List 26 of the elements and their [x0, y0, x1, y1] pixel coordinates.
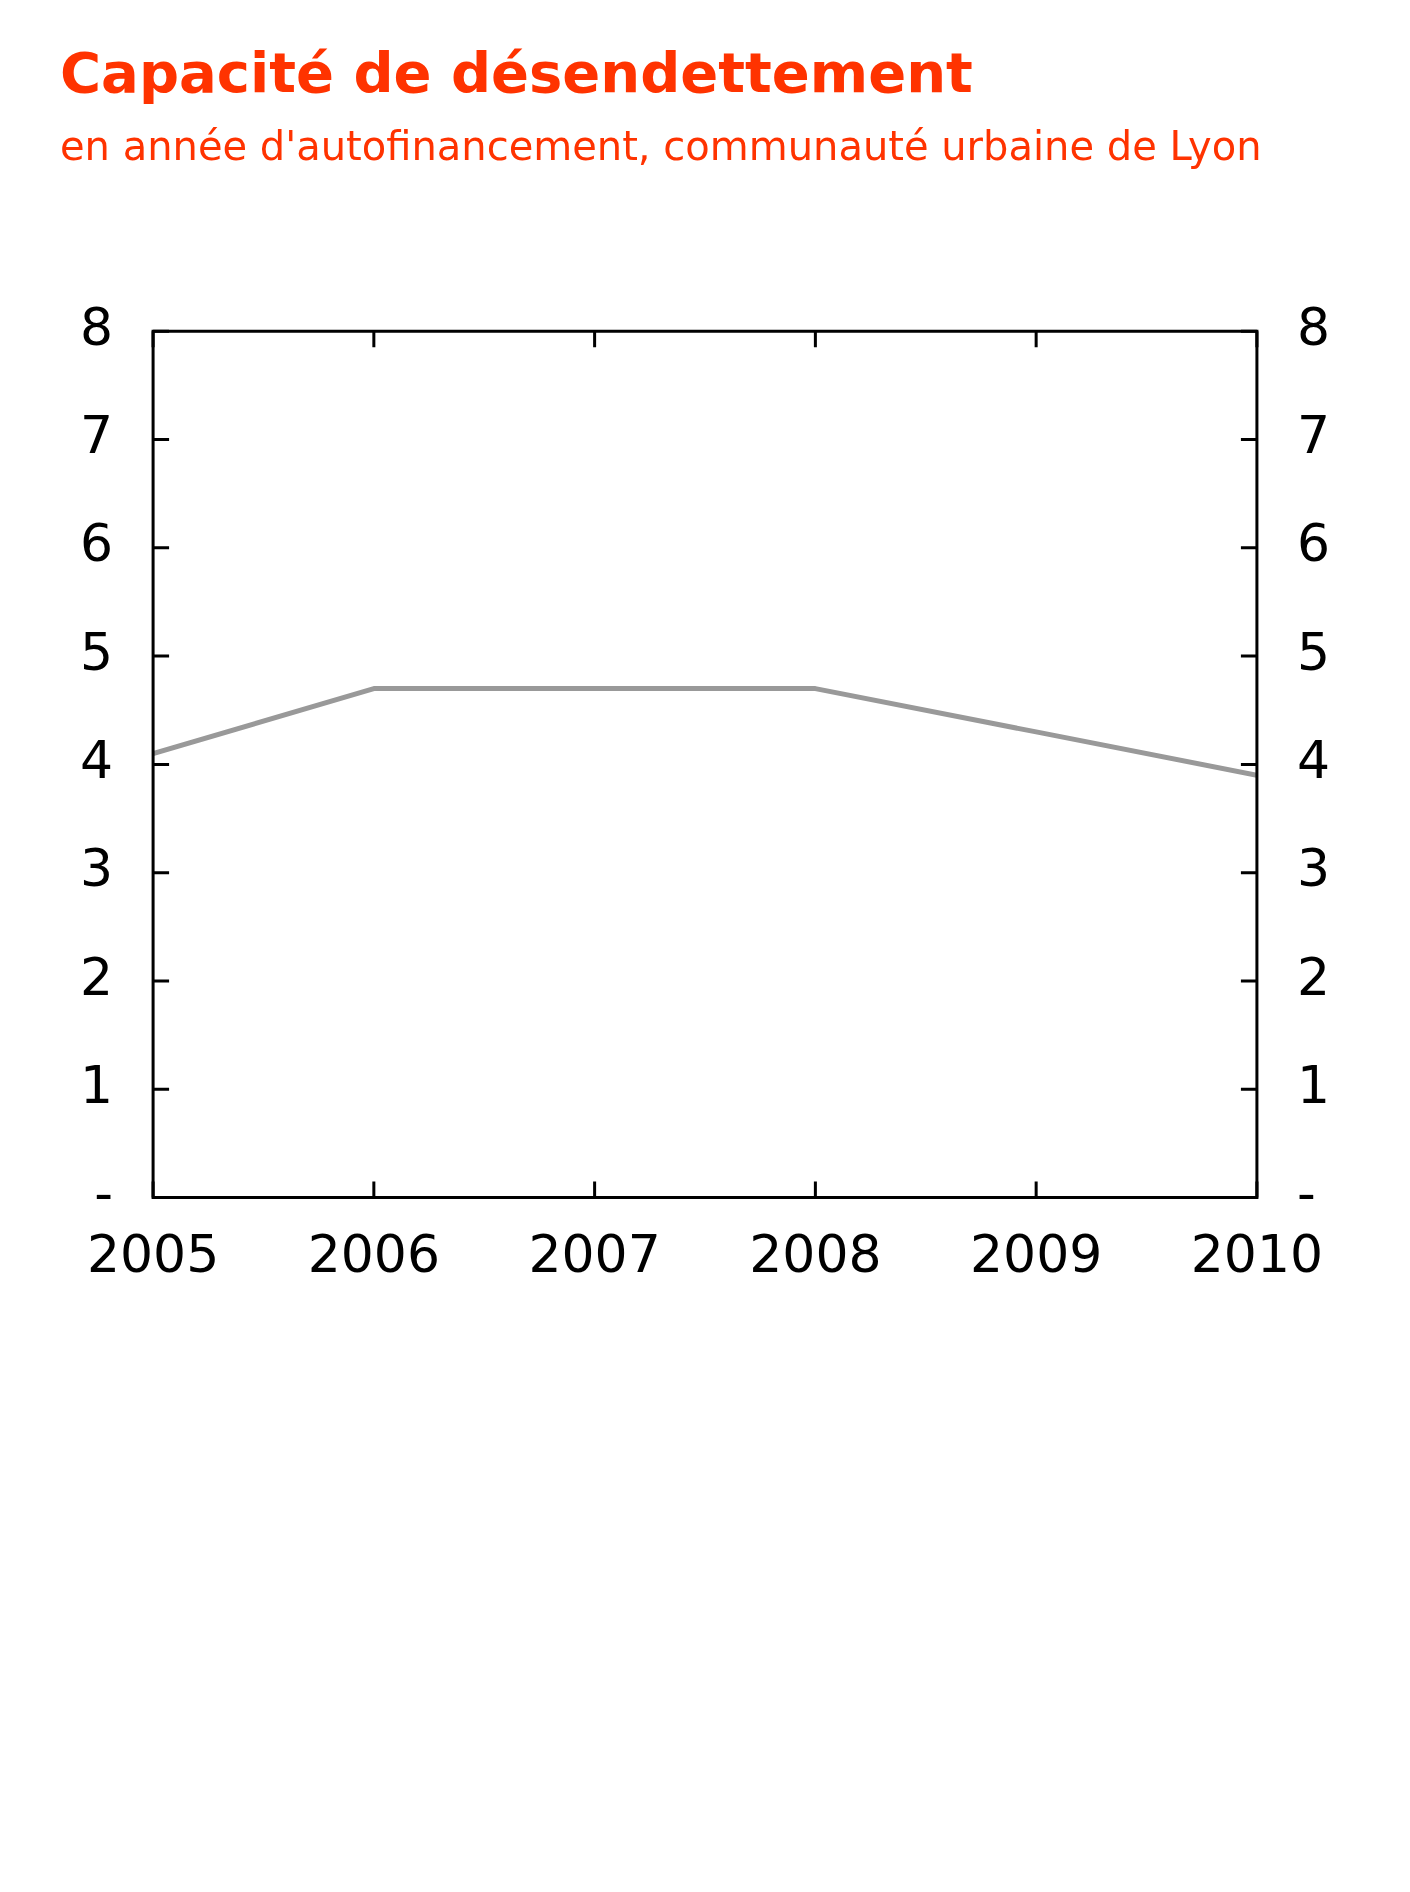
x-tick-label: 2005 [86, 1224, 220, 1285]
y-tick-label: - [94, 1163, 114, 1224]
y2-tick-label: 4 [1296, 729, 1331, 790]
y2-tick-label: 2 [1296, 946, 1331, 1007]
y2-tick-label: 3 [1296, 838, 1331, 899]
y-tick-label: 4 [79, 729, 114, 790]
y2-tick-label: 6 [1296, 513, 1331, 574]
x-tick-label: 2008 [749, 1224, 882, 1285]
y2-tick-label: - [1296, 1163, 1316, 1224]
y-tick-label: 6 [79, 513, 114, 574]
y2-tick-label: 1 [1296, 1054, 1331, 1115]
y2-tick-label: 8 [1296, 296, 1331, 357]
y2-tick-label: 7 [1296, 405, 1331, 466]
x-tick-label: 2009 [969, 1224, 1103, 1285]
chart-subtitle: en année d'autofinancement, communauté urbaine de Lyon [60, 122, 1263, 171]
y-tick-label: 5 [79, 621, 114, 682]
x-tick-label: 2007 [528, 1224, 661, 1285]
y-tick-label: 1 [79, 1054, 114, 1115]
chart-title: Capacité de désendettement [60, 40, 973, 105]
x-tick-label: 2010 [1190, 1224, 1324, 1285]
y-tick-label: 3 [79, 838, 114, 899]
x-tick-label: 2006 [307, 1224, 441, 1285]
y-tick-label: 8 [79, 296, 114, 357]
y2-tick-label: 5 [1296, 621, 1331, 682]
y-tick-label: 2 [79, 946, 114, 1007]
y-tick-label: 7 [79, 405, 114, 466]
